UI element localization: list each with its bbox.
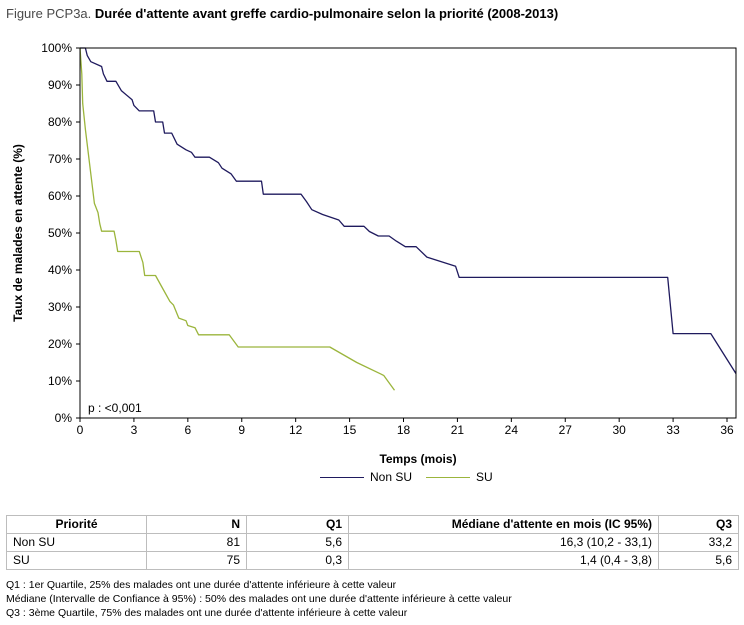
y-tick-label: 20%	[48, 337, 72, 351]
header-n: N	[146, 515, 247, 534]
survival-chart: 0%10%20%30%40%50%60%70%80%90%100% 0 3 6 9 12…	[11, 41, 737, 466]
x-tick-label: 27	[559, 423, 573, 437]
p-value-annotation: p : <0,001	[88, 401, 142, 415]
series-line-non-su	[80, 47, 737, 374]
y-tick-label: 80%	[48, 115, 72, 129]
cell-n: 81	[146, 533, 247, 552]
footnote-mediane: Médiane (Intervalle de Confiance à 95%) …	[6, 593, 512, 605]
cell-q3: 5,6	[658, 551, 739, 570]
y-tick-label: 40%	[48, 263, 72, 277]
cell-q1: 0,3	[246, 551, 349, 570]
legend-label-su: SU	[476, 470, 493, 484]
x-tick-label: 12	[289, 423, 303, 437]
y-axis: 0% 10% 20% 30% 40% 50% 60% 70% 80% 90% 100%	[41, 41, 80, 425]
x-axis: 0 3 6 9 12 15 18 21 24 27 30 33 36	[77, 418, 734, 437]
y-tick-label: 70%	[48, 152, 72, 166]
x-tick-label: 15	[343, 423, 357, 437]
x-tick-label: 24	[505, 423, 519, 437]
y-tick-label: 90%	[48, 78, 72, 92]
y-tick-label: 0%	[55, 411, 73, 425]
x-tick-label: 0	[77, 423, 84, 437]
x-tick-label: 30	[612, 423, 626, 437]
y-tick-label: 10%	[48, 374, 72, 388]
x-tick-label: 3	[131, 423, 138, 437]
header-q1: Q1	[246, 515, 349, 534]
x-tick-label: 18	[397, 423, 411, 437]
header-priorite: Priorité	[6, 515, 147, 534]
x-tick-label: 6	[184, 423, 191, 437]
legend-swatch-su	[426, 476, 470, 478]
y-axis-label: Taux de malades en attente (%)	[11, 144, 25, 322]
cell-q1: 5,6	[246, 533, 349, 552]
legend-item-su: SU	[426, 470, 493, 484]
y-tick-label: 30%	[48, 300, 72, 314]
legend-swatch-non-su	[320, 476, 364, 478]
x-tick-label: 33	[666, 423, 680, 437]
footnote-q1: Q1 : 1er Quartile, 25% des malades ont u…	[6, 579, 397, 591]
cell-q3: 33,2	[658, 533, 739, 552]
legend: Non SU SU	[0, 470, 744, 490]
footnotes: Q1 : 1er Quartile, 25% des malades ont u…	[6, 578, 512, 620]
x-tick-label: 21	[451, 423, 465, 437]
y-tick-label: 60%	[48, 189, 72, 203]
cell-priorite: SU	[6, 551, 147, 570]
plot-frame	[79, 47, 737, 419]
series-line-su	[79, 47, 396, 391]
cell-n: 75	[146, 551, 247, 570]
y-tick-label: 100%	[41, 41, 72, 55]
x-tick-label: 9	[238, 423, 245, 437]
header-q3: Q3	[658, 515, 739, 534]
footnote-q3: Q3 : 3ème Quartile, 75% des malades ont …	[6, 607, 408, 619]
legend-item-non-su: Non SU	[320, 470, 412, 484]
x-axis-label: Temps (mois)	[379, 452, 456, 466]
figure-title-text: Durée d'attente avant greffe cardio-pulm…	[94, 6, 559, 21]
figure-label: Figure PCP3a.	[6, 6, 92, 21]
figure-title: Figure PCP3a. Durée d'attente avant gref…	[6, 6, 558, 21]
table-header-row: Priorité N Q1 Médiane d'attente en mois …	[6, 515, 739, 534]
y-tick-label: 50%	[48, 226, 72, 240]
stats-table: Priorité N Q1 Médiane d'attente en mois …	[6, 515, 739, 570]
x-tick-label: 36	[720, 423, 734, 437]
legend-label-non-su: Non SU	[370, 470, 413, 484]
series-layer	[79, 47, 737, 391]
header-mediane: Médiane d'attente en mois (IC 95%)	[348, 515, 659, 534]
cell-mediane: 1,4 (0,4 - 3,8)	[348, 551, 659, 570]
table-row: SU 75 0,3 1,4 (0,4 - 3,8) 5,6	[6, 551, 739, 570]
cell-priorite: Non SU	[6, 533, 147, 552]
table-row: Non SU 81 5,6 16,3 (10,2 - 33,1) 33,2	[6, 533, 739, 552]
cell-mediane: 16,3 (10,2 - 33,1)	[348, 533, 659, 552]
